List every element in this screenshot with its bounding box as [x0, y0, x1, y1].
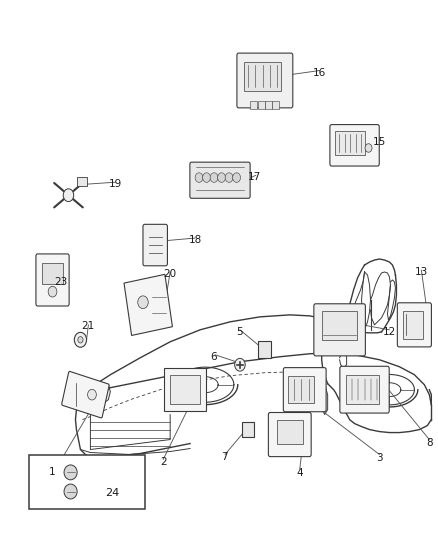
Text: 5: 5	[237, 327, 243, 337]
Bar	[272, 101, 279, 109]
Text: 2: 2	[160, 457, 166, 467]
FancyBboxPatch shape	[62, 372, 109, 418]
FancyBboxPatch shape	[314, 304, 365, 356]
Text: 24: 24	[106, 488, 120, 498]
Text: 4: 4	[297, 469, 303, 479]
Bar	[28, 455, 145, 510]
Text: 13: 13	[415, 267, 428, 277]
Ellipse shape	[64, 465, 77, 480]
Circle shape	[218, 173, 226, 182]
Circle shape	[48, 286, 57, 297]
Text: 6: 6	[211, 352, 217, 362]
Text: 20: 20	[163, 269, 177, 279]
Text: 16: 16	[313, 68, 326, 77]
Circle shape	[210, 173, 218, 182]
Text: 12: 12	[383, 327, 396, 337]
Text: 17: 17	[248, 172, 261, 182]
Circle shape	[74, 333, 87, 348]
Bar	[322, 311, 357, 340]
Text: 15: 15	[373, 138, 386, 147]
Bar	[346, 375, 379, 405]
FancyBboxPatch shape	[237, 53, 293, 108]
Text: 3: 3	[376, 453, 383, 463]
Bar	[164, 368, 206, 411]
Polygon shape	[82, 385, 110, 406]
Circle shape	[195, 173, 203, 182]
FancyBboxPatch shape	[190, 162, 250, 198]
Bar	[258, 341, 272, 358]
Bar	[42, 263, 63, 284]
FancyBboxPatch shape	[397, 303, 431, 347]
Bar	[403, 311, 423, 338]
FancyBboxPatch shape	[283, 368, 326, 411]
Circle shape	[203, 173, 211, 182]
Text: 1: 1	[49, 467, 56, 478]
Bar	[288, 376, 314, 403]
Text: 19: 19	[109, 179, 122, 189]
Ellipse shape	[64, 484, 77, 499]
Text: 8: 8	[426, 438, 433, 448]
Bar	[335, 131, 365, 155]
Bar	[277, 420, 303, 444]
Bar	[170, 375, 200, 405]
Circle shape	[233, 173, 240, 182]
Bar	[242, 422, 254, 437]
Circle shape	[235, 358, 245, 371]
Bar	[258, 101, 265, 109]
FancyBboxPatch shape	[268, 413, 311, 457]
FancyBboxPatch shape	[36, 254, 69, 306]
Text: 7: 7	[221, 451, 227, 462]
Bar	[244, 62, 281, 91]
Text: 18: 18	[188, 235, 202, 245]
Bar	[124, 274, 173, 335]
Circle shape	[78, 337, 83, 343]
Bar	[251, 101, 258, 109]
Circle shape	[63, 189, 74, 201]
Bar	[265, 101, 272, 109]
Circle shape	[225, 173, 233, 182]
Circle shape	[138, 296, 148, 309]
Circle shape	[365, 144, 372, 152]
Text: 21: 21	[81, 321, 94, 331]
FancyBboxPatch shape	[143, 224, 167, 266]
Circle shape	[88, 389, 96, 400]
Text: 23: 23	[54, 277, 67, 287]
FancyBboxPatch shape	[330, 125, 379, 166]
FancyBboxPatch shape	[340, 366, 389, 413]
Bar	[77, 177, 87, 185]
